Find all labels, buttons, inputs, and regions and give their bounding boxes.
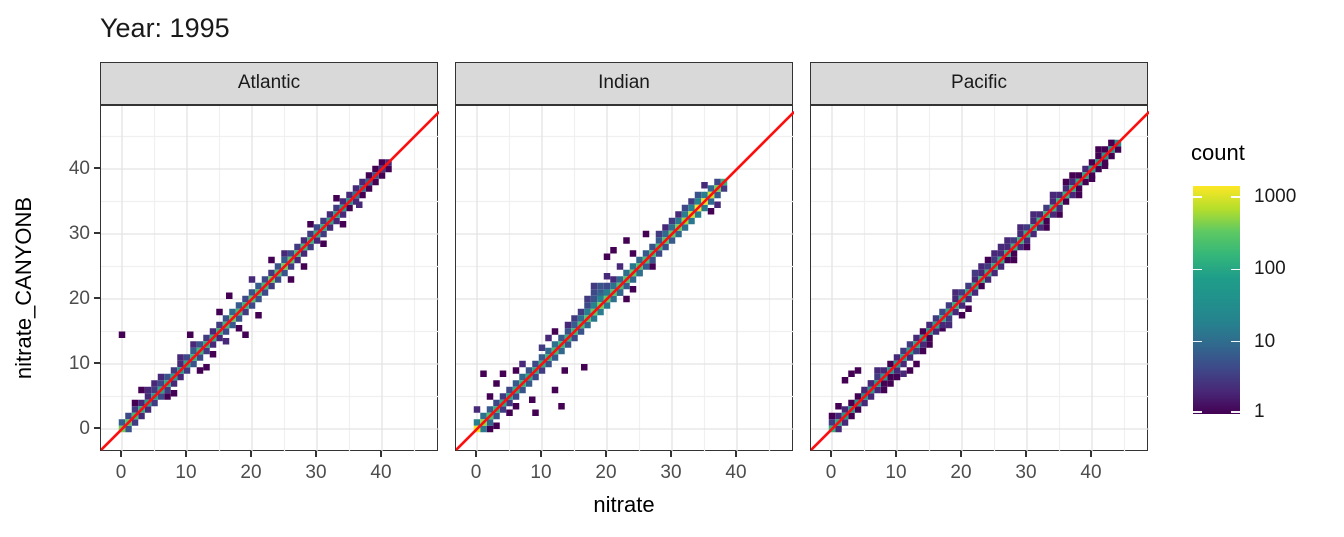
facet-strip-label: Pacific	[951, 72, 1007, 93]
x-tick-mark	[960, 451, 962, 457]
identity-line	[811, 110, 1149, 451]
x-tick-label: 30	[305, 462, 327, 483]
facet-panel-pacific	[810, 105, 1149, 452]
x-tick-mark	[605, 451, 607, 457]
facet-strip-atlantic: Atlantic	[100, 62, 438, 105]
y-tick-label: 30	[68, 223, 90, 244]
x-tick-label: 10	[175, 462, 197, 483]
x-tick-label: 20	[950, 462, 972, 483]
y-tick-mark	[94, 362, 100, 364]
legend-tick	[1193, 196, 1202, 198]
panel-canvas-pacific	[811, 106, 1149, 452]
x-tick-mark	[670, 451, 672, 457]
legend-label: 100	[1254, 258, 1286, 280]
facet-strip-label: Atlantic	[237, 72, 301, 93]
y-axis-title: nitrate_CANYONB	[11, 196, 36, 380]
legend-label: 10	[1254, 330, 1276, 352]
x-tick-label: 40	[725, 462, 747, 483]
x-tick-mark	[380, 451, 382, 457]
y-tick-label: 20	[68, 288, 90, 309]
y-tick-label: 0	[79, 418, 90, 439]
y-tick-label: 40	[68, 158, 90, 179]
x-axis-title: nitrate	[593, 492, 655, 517]
y-tick-mark	[94, 297, 100, 299]
plot-title: Year: 1995	[100, 13, 230, 43]
facet-strip-indian: Indian	[455, 62, 793, 105]
panel-canvas-atlantic	[101, 106, 439, 452]
x-tick-label: 20	[240, 462, 262, 483]
x-tick-mark	[830, 451, 832, 457]
facet-panel-indian	[455, 105, 794, 452]
x-tick-mark	[185, 451, 187, 457]
y-tick-label: 10	[68, 353, 90, 374]
x-tick-label: 10	[530, 462, 552, 483]
y-tick-mark	[94, 167, 100, 169]
x-tick-mark	[120, 451, 122, 457]
x-tick-mark	[895, 451, 897, 457]
x-tick-mark	[1025, 451, 1027, 457]
x-tick-label: 10	[885, 462, 907, 483]
legend-tick	[1193, 340, 1202, 343]
x-tick-label: 20	[595, 462, 617, 483]
panel-canvas-indian	[456, 106, 794, 452]
legend-tick	[1231, 411, 1240, 413]
facet-strip-label: Indian	[598, 72, 650, 93]
x-tick-label: 30	[660, 462, 682, 483]
legend-colorbar	[1193, 186, 1240, 414]
x-tick-label: 40	[1080, 462, 1102, 483]
x-tick-mark	[475, 451, 477, 457]
x-tick-mark	[315, 451, 317, 457]
y-tick-mark	[94, 232, 100, 234]
legend-tick	[1231, 268, 1240, 271]
legend-tick	[1193, 268, 1202, 271]
x-tick-label: 40	[370, 462, 392, 483]
identity-line	[101, 110, 439, 451]
legend-label: 1	[1254, 401, 1265, 422]
legend-tick	[1193, 411, 1202, 413]
x-tick-label: 0	[115, 462, 127, 483]
x-tick-label: 0	[825, 462, 837, 483]
x-tick-mark	[250, 451, 252, 457]
legend-title: count	[1191, 140, 1245, 165]
x-tick-label: 30	[1015, 462, 1037, 483]
x-tick-mark	[1090, 451, 1092, 457]
legend-tick	[1231, 196, 1240, 198]
x-tick-label: 0	[470, 462, 482, 483]
x-tick-mark	[540, 451, 542, 457]
x-tick-mark	[735, 451, 737, 457]
legend-tick	[1231, 340, 1240, 343]
identity-line	[456, 110, 794, 451]
legend-label: 1000	[1254, 186, 1297, 207]
y-tick-mark	[94, 427, 100, 429]
facet-strip-pacific: Pacific	[810, 62, 1148, 105]
facet-panel-atlantic	[100, 105, 439, 452]
